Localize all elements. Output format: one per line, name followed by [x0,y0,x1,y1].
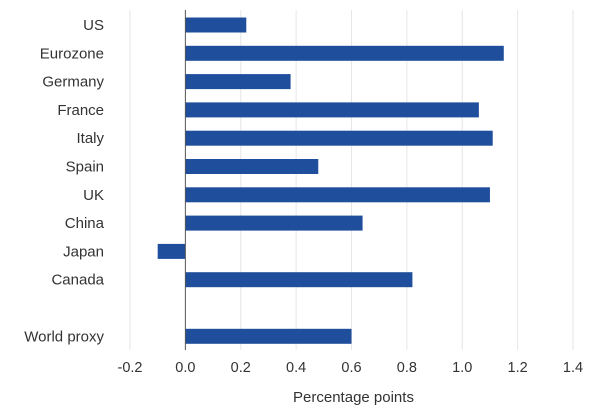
category-labels: US Eurozone Germany France Italy Spain UK China… [24,17,104,345]
gridlines [129,10,574,350]
category-label: China [65,215,105,232]
x-tick-label: 0.8 [397,360,417,376]
x-tick-label: -0.2 [118,360,143,376]
x-tick-label: 1.0 [452,360,472,376]
x-tick-labels: -0.2 0.0 0.2 0.4 0.6 0.8 1.0 1.2 1.4 [118,360,584,376]
bar [185,159,319,174]
category-label: World proxy [24,328,104,345]
x-tick-label: 0.2 [231,360,251,376]
bar [185,215,363,231]
bar [185,272,413,288]
category-label: France [57,102,104,119]
bar [185,74,291,90]
category-label: Germany [42,74,104,91]
bar [185,102,479,118]
bar [157,243,186,259]
category-label: Italy [76,130,104,147]
bar [185,130,493,146]
bars [157,17,504,344]
x-tick-label: 0.6 [341,360,361,376]
category-label: US [83,17,104,34]
category-label: Japan [63,243,104,260]
bar [185,187,490,203]
category-label: Spain [66,159,104,176]
bar [185,328,352,344]
bar [185,45,504,61]
x-axis-title: Percentage points [293,389,414,406]
bar [185,17,247,33]
category-label: UK [83,187,104,204]
category-label: Eurozone [40,45,104,62]
category-label: Canada [51,272,104,289]
x-tick-label: 0.4 [286,360,306,376]
x-tick-label: 1.2 [508,360,528,376]
x-tick-label: 1.4 [563,360,583,376]
x-tick-label: 0.0 [175,360,195,376]
